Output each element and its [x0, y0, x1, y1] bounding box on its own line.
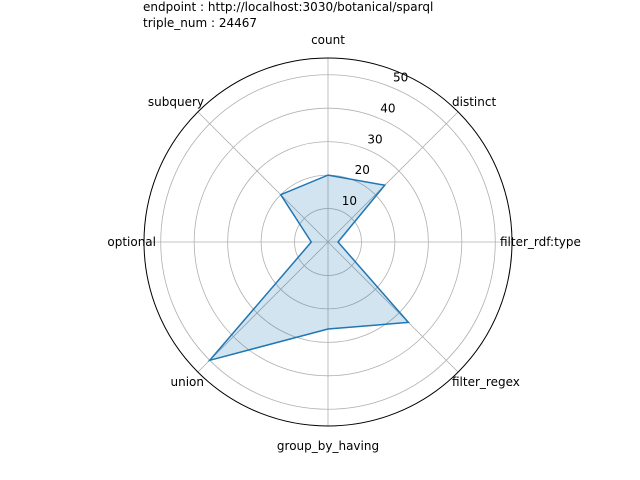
radial-tick-label: 40	[380, 101, 395, 115]
radial-tick-label: 50	[393, 71, 408, 85]
radial-tick-label: 10	[342, 194, 357, 208]
series-area	[209, 175, 409, 361]
grid-spoke	[197, 241, 329, 373]
category-label: distinct	[452, 95, 496, 109]
category-label: union	[171, 375, 205, 389]
grid-spoke	[197, 111, 329, 243]
category-label: group_by_having	[277, 439, 379, 453]
category-label: subquery	[148, 95, 204, 109]
triple-count-label: triple_num : 24467	[143, 16, 258, 30]
grid-spoke	[327, 111, 459, 243]
grid-spoke	[327, 241, 459, 373]
outer-spine	[143, 57, 513, 427]
category-label: filter_rdf:type	[500, 235, 581, 249]
category-label: filter_regex	[452, 375, 520, 389]
category-label: count	[311, 33, 345, 47]
category-label: optional	[107, 235, 156, 249]
endpoint-label: endpoint : http://localhost:3030/botanic…	[143, 0, 434, 14]
radial-tick-label: 20	[355, 163, 370, 177]
radial-tick-label: 30	[367, 132, 382, 146]
